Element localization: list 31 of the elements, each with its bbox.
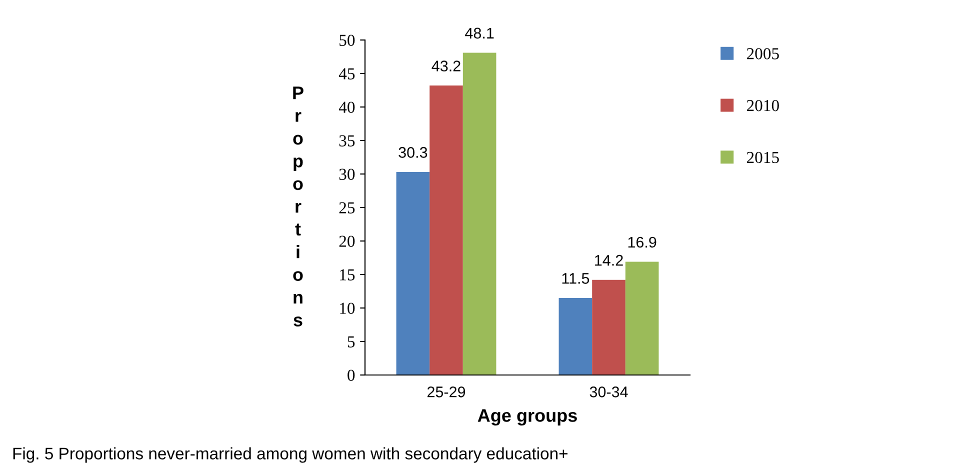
legend-label: 2015 (746, 152, 779, 164)
y-tick-label: 35 (339, 135, 355, 146)
y-tick-label: 5 (348, 336, 355, 348)
x-tick-label: 30-34 (590, 386, 628, 398)
y-tick-label: 0 (348, 370, 355, 381)
bar (396, 172, 430, 375)
y-tick-label: 30 (339, 168, 355, 180)
bar (430, 86, 463, 375)
bar (625, 262, 659, 375)
data-label: 43.2 (432, 60, 460, 72)
data-label: 48.1 (465, 28, 494, 39)
y-tick-label: 10 (340, 302, 355, 314)
legend-label: 2010 (746, 100, 779, 112)
data-label: 14.2 (595, 254, 623, 266)
x-axis-title: Age groups (478, 409, 577, 426)
legend-label: 2005 (746, 48, 779, 60)
y-tick-label: 15 (340, 269, 355, 280)
y-tick-label: 45 (338, 68, 355, 80)
data-label: 16.9 (628, 236, 656, 248)
data-label: 30.3 (398, 147, 428, 158)
bar (592, 280, 626, 375)
text: Proportions (293, 86, 304, 326)
y-tick-label: 50 (340, 34, 355, 46)
bar (558, 298, 592, 375)
caption: Fig. 5 Proportions never-married among women with secondary education+ (13, 447, 568, 463)
y-tick-label: 25 (339, 202, 355, 214)
y-tick-label: 40 (338, 102, 355, 113)
bar (462, 52, 496, 375)
x-tick-label: 25-29 (427, 386, 466, 398)
data-label: 11.5 (562, 273, 590, 284)
y-tick-label: 20 (339, 236, 355, 247)
